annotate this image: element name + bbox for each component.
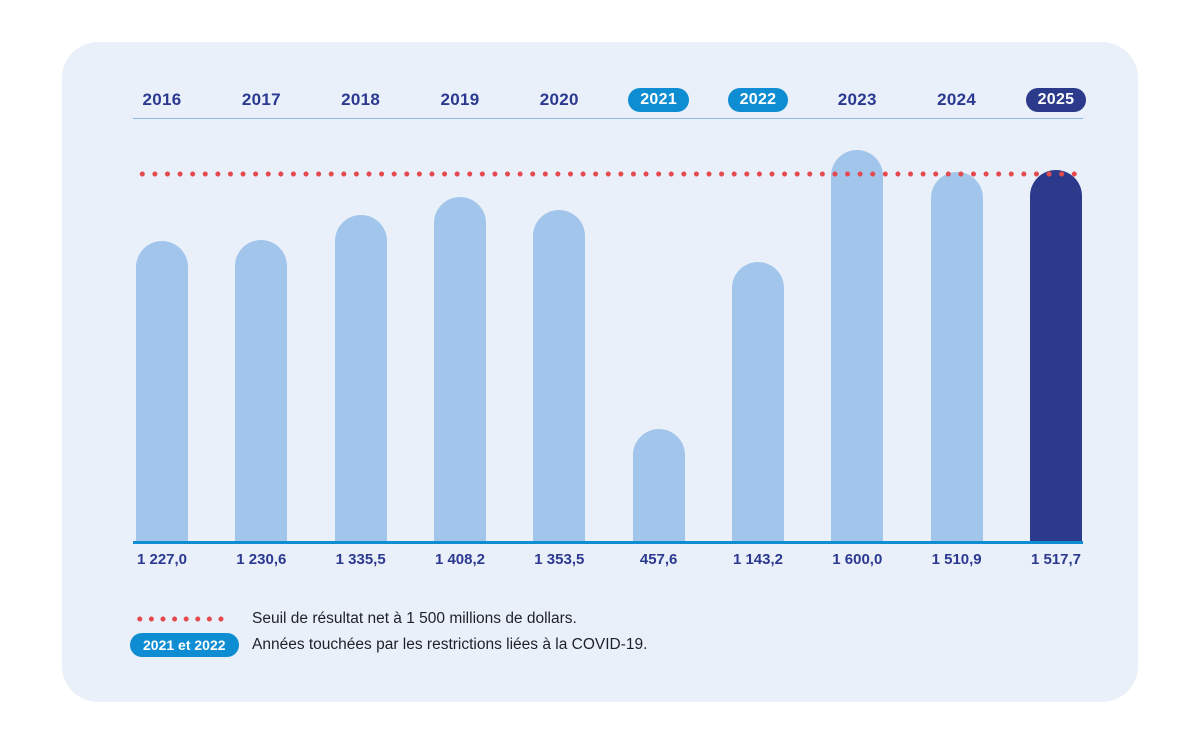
year-text: 2017 (241, 89, 281, 109)
bar-2018 (334, 214, 387, 541)
red-dotted-line-swatch-icon (134, 615, 226, 622)
value-label-2016: 1 227,0 (136, 551, 188, 568)
year-label-2023: 2023 (802, 86, 912, 113)
legend-threshold-label: Seuil de résultat net à 1 500 millions d… (252, 609, 577, 627)
net-income-chart-card: 2016 1 227,0 2017 1 230,6 2018 1 335,5 2019 1 4… (62, 42, 1138, 702)
year-text: 2018 (341, 89, 381, 109)
bar-2020 (533, 210, 586, 541)
bar-2024 (930, 171, 983, 541)
value-label-2018: 1 335,5 (335, 551, 386, 568)
bar-2023 (831, 150, 884, 541)
year-label-2018: 2018 (306, 86, 416, 113)
bar-2021 (632, 429, 685, 541)
bar-2025 (1029, 170, 1082, 541)
value-label-2019: 1 408,2 (434, 551, 485, 568)
value-label-2024: 1 510,9 (931, 551, 982, 568)
value-label-2020: 1 353,5 (534, 551, 585, 568)
year-label-2016: 2016 (107, 86, 217, 113)
year-label-2017: 2017 (206, 86, 316, 113)
year-label-2025: 2025 (1001, 86, 1111, 113)
year-text: 2025 (1025, 87, 1087, 112)
value-label-2025: 1 517,7 (1030, 551, 1081, 568)
threshold-dotted-line (136, 171, 1082, 178)
year-text: 2023 (837, 89, 877, 109)
value-label-2022: 1 143,2 (732, 551, 783, 568)
legend-item-threshold: Seuil de résultat net à 1 500 millions d… (130, 605, 577, 632)
legend-item-covid-years: 2021 et 2022 Années touchées par les res… (130, 631, 647, 658)
bar-2022 (731, 261, 784, 541)
bar-2019 (433, 196, 486, 541)
bar-2016 (136, 241, 188, 541)
year-label-2019: 2019 (405, 86, 515, 113)
x-axis-baseline (133, 541, 1083, 544)
year-text: 2024 (937, 89, 977, 109)
bar-2017 (235, 240, 288, 541)
years-header-underline (133, 118, 1083, 119)
year-text: 2020 (539, 89, 579, 109)
year-text: 2019 (440, 89, 480, 109)
year-label-2022: 2022 (703, 86, 813, 113)
year-text: 2016 (142, 89, 182, 109)
value-label-2023: 1 600,0 (832, 551, 883, 568)
year-label-2021: 2021 (604, 86, 714, 113)
value-label-2021: 457,6 (639, 551, 678, 568)
year-text: 2022 (727, 87, 789, 112)
year-text: 2021 (628, 87, 690, 112)
year-label-2020: 2020 (504, 86, 614, 113)
year-label-2024: 2024 (902, 86, 1012, 113)
legend-covid-label: Années touchées par les restrictions lié… (252, 635, 648, 653)
value-label-2017: 1 230,6 (236, 551, 287, 568)
covid-years-pill-badge: 2021 et 2022 (130, 632, 239, 657)
